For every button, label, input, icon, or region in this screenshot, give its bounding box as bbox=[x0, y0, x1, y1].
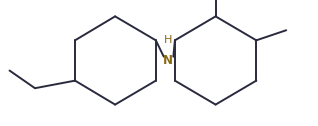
Text: H: H bbox=[164, 35, 172, 45]
Text: N: N bbox=[163, 54, 173, 67]
